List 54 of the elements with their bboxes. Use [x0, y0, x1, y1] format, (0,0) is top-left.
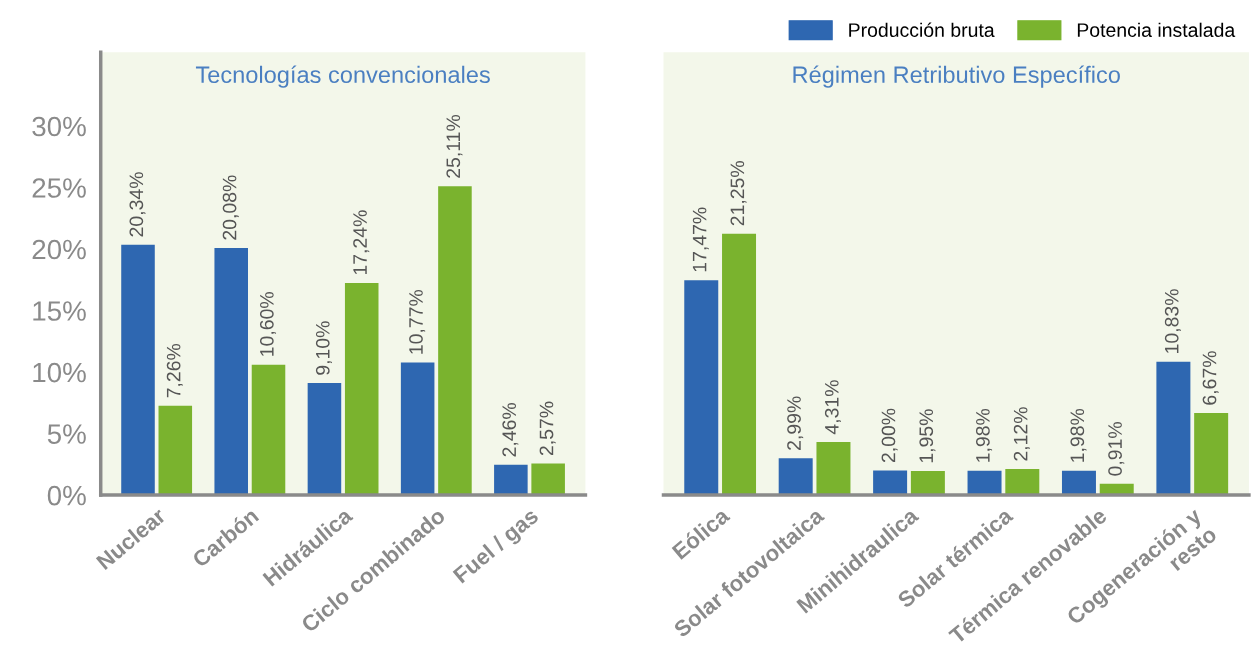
bar — [1194, 413, 1229, 496]
bar — [307, 383, 342, 496]
bar — [400, 362, 435, 496]
bar — [1061, 470, 1096, 496]
bar — [967, 470, 1002, 496]
data-label: 1,98% — [1070, 408, 1087, 462]
bar — [816, 442, 851, 496]
y-tick-label: 25% — [32, 178, 86, 198]
y-tick-label: 0% — [47, 485, 86, 506]
data-label: 20,34% — [129, 172, 146, 237]
data-label: 10,77% — [409, 289, 426, 354]
y-tick-label: 15% — [33, 301, 86, 321]
bar — [873, 470, 908, 496]
bar — [1156, 361, 1191, 496]
bar — [214, 248, 248, 496]
data-label: 0,91% — [1108, 422, 1125, 476]
data-label: 2,00% — [881, 408, 898, 463]
data-label: 10,60% — [259, 292, 277, 356]
bar — [344, 282, 379, 496]
y-tick-label: 5% — [47, 424, 86, 444]
data-label: 2,12% — [1013, 407, 1030, 461]
bar — [722, 233, 757, 496]
y-tick-label: 30% — [32, 116, 86, 137]
text: Tecnologías convencionales — [195, 65, 490, 88]
data-label: 21,25% — [730, 161, 747, 226]
data-label: 6,67% — [1202, 351, 1219, 405]
legend-label: Producción bruta — [849, 22, 995, 37]
data-label: 4,31% — [824, 380, 841, 435]
bar — [684, 280, 719, 496]
data-label: 2,99% — [787, 396, 804, 450]
y-tick-label: 20% — [32, 239, 86, 260]
bar — [494, 464, 528, 496]
data-label: 9,10% — [315, 321, 332, 375]
bar — [1005, 468, 1040, 496]
legend-label: Potencia instalada — [1077, 22, 1236, 37]
data-label: 25,11% — [446, 114, 463, 178]
data-label: 10,83% — [1164, 289, 1181, 353]
bar — [158, 405, 193, 496]
bar — [251, 364, 286, 496]
bar — [778, 458, 813, 496]
data-label: 1,95% — [919, 409, 936, 463]
y-tick-label: 10% — [33, 362, 86, 383]
bar — [438, 186, 472, 496]
bar — [531, 463, 565, 496]
data-label: 2,46% — [502, 402, 519, 457]
text: Régimen Retributivo Específico — [793, 65, 1120, 88]
data-label: 17,47% — [692, 207, 709, 272]
data-label: 2,57% — [539, 401, 556, 456]
data-label: 7,26% — [166, 343, 183, 398]
data-label: 17,24% — [353, 210, 370, 275]
data-label: 20,08% — [222, 175, 239, 240]
data-label: 1,98% — [975, 408, 993, 462]
bar — [910, 471, 945, 496]
bar — [121, 244, 155, 496]
